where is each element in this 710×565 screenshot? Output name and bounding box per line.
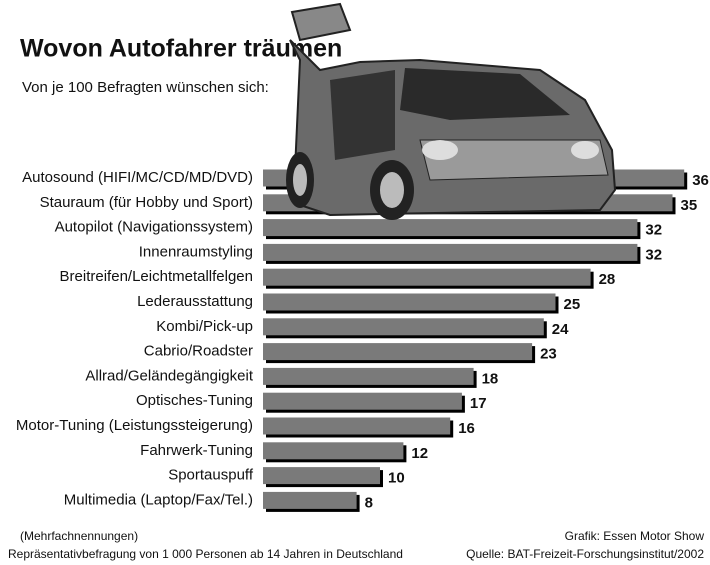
bar [263,219,638,237]
category-label: Breitreifen/Leichtmetallfelgen [60,268,253,285]
value-label: 10 [388,470,405,487]
category-label: Cabrio/Roadster [144,343,253,360]
value-label: 32 [645,222,662,239]
note: Repräsentativbefragung von 1 000 Persone… [8,547,403,561]
category-label: Lederausstattung [137,293,253,310]
value-label: 32 [645,246,662,263]
value-label: 36 [692,172,709,189]
value-label: 16 [458,420,475,437]
value-label: 35 [681,197,698,214]
category-label: Allrad/Geländegängigkeit [85,367,253,384]
bar [263,243,638,261]
category-label: Kombi/Pick-up [156,318,253,335]
value-label: 25 [564,296,581,313]
category-label: Autopilot (Navigationssystem) [55,219,253,236]
bar [263,417,451,435]
category-label: Autosound (HIFI/MC/CD/MD/DVD) [22,169,253,186]
bar [263,343,533,361]
value-label: 28 [599,271,616,288]
category-label: Sportauspuff [168,467,254,484]
bar [263,268,591,286]
category-label: Fahrwerk-Tuning [140,442,253,459]
category-label: Motor-Tuning (Leistungssteigerung) [16,417,253,434]
bar [263,367,474,385]
category-label: Multimedia (Laptop/Fax/Tel.) [64,491,253,508]
bar [263,467,380,485]
category-label: Innenraumstyling [139,243,253,260]
bar [263,442,404,460]
car-illustration [286,2,617,220]
value-label: 24 [552,321,569,338]
bar [263,491,357,509]
value-label: 23 [540,346,557,363]
category-label: Stauraum (für Hobby und Sport) [40,194,253,211]
value-label: 18 [482,370,499,387]
source: Quelle: BAT-Freizeit-Forschungsinstitut/… [466,547,704,561]
chart-title: Wovon Autofahrer träumen [20,35,342,63]
bar [263,392,462,410]
note: (Mehrfachnennungen) [20,529,138,543]
chart-subtitle: Von je 100 Befragten wünschen sich: [22,79,269,96]
credit: Grafik: Essen Motor Show [565,529,705,543]
category-label: Optisches-Tuning [136,392,253,409]
bar [263,293,556,311]
value-label: 12 [411,445,428,462]
bar [263,318,544,336]
value-label: 8 [365,494,373,511]
value-label: 17 [470,395,487,412]
